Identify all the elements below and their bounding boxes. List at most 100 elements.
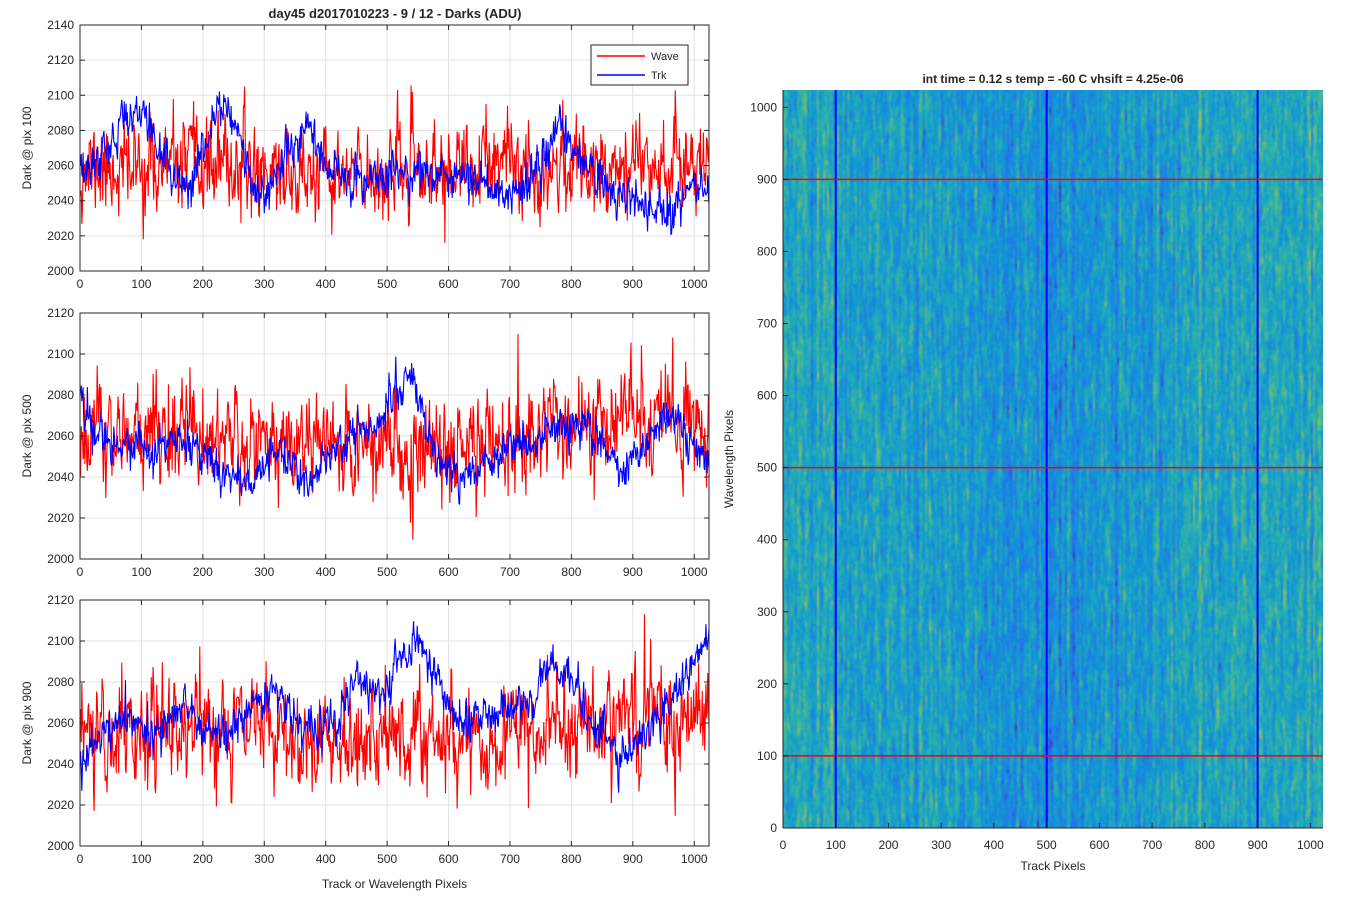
x-tick-label: 500 bbox=[377, 852, 397, 866]
series-line-wave bbox=[79, 614, 710, 816]
x-axis-label: Track or Wavelength Pixels bbox=[322, 877, 467, 891]
x-tick-label: 100 bbox=[131, 852, 151, 866]
y-tick-label: 2100 bbox=[47, 347, 74, 361]
y-tick-label: 2080 bbox=[47, 388, 74, 402]
y-axis-label: Dark @ pix 500 bbox=[20, 394, 34, 477]
heatmap-y-tick-label: 600 bbox=[757, 389, 777, 403]
x-tick-label: 1000 bbox=[681, 565, 708, 579]
heatmap-y-tick-label: 300 bbox=[757, 605, 777, 619]
x-tick-label: 600 bbox=[439, 852, 459, 866]
series-line-wave bbox=[79, 85, 710, 243]
heatmap-y-tick-label: 800 bbox=[757, 244, 777, 258]
heatmap-x-tick-label: 300 bbox=[931, 838, 951, 852]
heatmap-image bbox=[783, 90, 1323, 828]
heatmap-x-tick-label: 500 bbox=[1037, 838, 1057, 852]
x-tick-label: 800 bbox=[561, 565, 581, 579]
y-tick-label: 2060 bbox=[47, 429, 74, 443]
y-tick-label: 2080 bbox=[47, 675, 74, 689]
heatmap-x-tick-label: 900 bbox=[1248, 838, 1268, 852]
x-tick-label: 500 bbox=[377, 565, 397, 579]
x-tick-label: 400 bbox=[316, 277, 336, 291]
y-tick-label: 2080 bbox=[47, 123, 74, 137]
legend-label-wave: Wave bbox=[651, 51, 679, 63]
y-tick-label: 2140 bbox=[47, 18, 74, 32]
heatmap-x-tick-label: 400 bbox=[984, 838, 1004, 852]
heatmap-y-tick-label: 100 bbox=[757, 749, 777, 763]
x-tick-label: 0 bbox=[77, 277, 84, 291]
x-tick-label: 0 bbox=[77, 852, 84, 866]
x-tick-label: 900 bbox=[623, 565, 643, 579]
x-tick-label: 0 bbox=[77, 565, 84, 579]
x-tick-label: 400 bbox=[316, 565, 336, 579]
heatmap-y-tick-label: 0 bbox=[770, 821, 777, 835]
line-chart-pix900: 0 100 200 300 400 500 600 700 800 900 1000 2000 2020… bbox=[20, 593, 710, 891]
y-tick-label: 2060 bbox=[47, 159, 74, 173]
heatmap-xlabel: Track Pixels bbox=[1021, 859, 1086, 873]
heatmap-y-tick-label: 900 bbox=[757, 172, 777, 186]
series-line-trk bbox=[79, 621, 710, 793]
y-tick-label: 2040 bbox=[47, 470, 74, 484]
x-tick-label: 1000 bbox=[681, 277, 708, 291]
heatmap-x-tick-label: 800 bbox=[1195, 838, 1215, 852]
y-tick-label: 2020 bbox=[47, 798, 74, 812]
x-tick-label: 800 bbox=[561, 852, 581, 866]
x-tick-label: 900 bbox=[623, 277, 643, 291]
heatmap-title: int time = 0.12 s temp = -60 C vhsift = … bbox=[922, 72, 1183, 86]
legend-box bbox=[590, 44, 689, 86]
heatmap-y-tick-label: 200 bbox=[757, 677, 777, 691]
y-tick-label: 2040 bbox=[47, 757, 74, 771]
figure-title: day45 d2017010223 - 9 / 12 - Darks (ADU) bbox=[269, 6, 522, 21]
heatmap-chart: int time = 0.12 s temp = -60 C vhsift = … bbox=[722, 72, 1324, 873]
heatmap-x-tick-label: 0 bbox=[780, 838, 787, 852]
y-tick-label: 2120 bbox=[47, 53, 74, 67]
series-line-trk bbox=[79, 356, 710, 505]
y-axis-label: Dark @ pix 100 bbox=[20, 106, 34, 189]
x-tick-label: 800 bbox=[561, 277, 581, 291]
heatmap-x-tick-label: 700 bbox=[1142, 838, 1162, 852]
heatmap-y-tick-label: 1000 bbox=[750, 100, 777, 114]
y-axis-label: Dark @ pix 900 bbox=[20, 681, 34, 764]
x-tick-label: 100 bbox=[131, 565, 151, 579]
x-tick-label: 900 bbox=[623, 852, 643, 866]
heatmap-x-tick-label: 100 bbox=[826, 838, 846, 852]
x-tick-label: 300 bbox=[254, 277, 274, 291]
heatmap-x-tick-label: 600 bbox=[1089, 838, 1109, 852]
heatmap-ylabel: Wavelength Pixels bbox=[722, 410, 736, 508]
heatmap-y-tick-label: 400 bbox=[757, 533, 777, 547]
y-tick-label: 2040 bbox=[47, 194, 74, 208]
x-tick-label: 600 bbox=[439, 565, 459, 579]
legend-label-trk: Trk bbox=[651, 70, 667, 82]
y-tick-label: 2000 bbox=[47, 552, 74, 566]
x-tick-label: 700 bbox=[500, 852, 520, 866]
x-tick-label: 200 bbox=[193, 565, 213, 579]
y-tick-label: 2100 bbox=[47, 88, 74, 102]
heatmap-y-tick-label: 500 bbox=[757, 461, 777, 475]
y-tick-label: 2020 bbox=[47, 229, 74, 243]
y-tick-label: 2000 bbox=[47, 264, 74, 278]
y-tick-label: 2120 bbox=[47, 593, 74, 607]
x-tick-label: 300 bbox=[254, 565, 274, 579]
legend: Wave Trk bbox=[590, 44, 689, 86]
x-tick-label: 400 bbox=[316, 852, 336, 866]
y-tick-label: 2060 bbox=[47, 716, 74, 730]
x-tick-label: 100 bbox=[131, 277, 151, 291]
x-tick-label: 1000 bbox=[681, 852, 708, 866]
x-tick-label: 500 bbox=[377, 277, 397, 291]
line-chart-pix500: 0 100 200 300 400 500 600 700 800 900 1000 2000 2020… bbox=[20, 306, 710, 579]
x-tick-label: 700 bbox=[500, 565, 520, 579]
x-tick-label: 200 bbox=[193, 852, 213, 866]
y-tick-label: 2120 bbox=[47, 306, 74, 320]
heatmap-x-tick-label: 200 bbox=[878, 838, 898, 852]
series-line-trk bbox=[79, 91, 710, 235]
heatmap-y-tick-label: 700 bbox=[757, 317, 777, 331]
x-tick-label: 700 bbox=[500, 277, 520, 291]
y-tick-label: 2020 bbox=[47, 511, 74, 525]
axes-frame bbox=[79, 24, 710, 272]
x-tick-label: 200 bbox=[193, 277, 213, 291]
heatmap-x-tick-label: 1000 bbox=[1297, 838, 1324, 852]
x-tick-label: 600 bbox=[439, 277, 459, 291]
y-tick-label: 2000 bbox=[47, 839, 74, 853]
y-tick-label: 2100 bbox=[47, 634, 74, 648]
x-tick-label: 300 bbox=[254, 852, 274, 866]
